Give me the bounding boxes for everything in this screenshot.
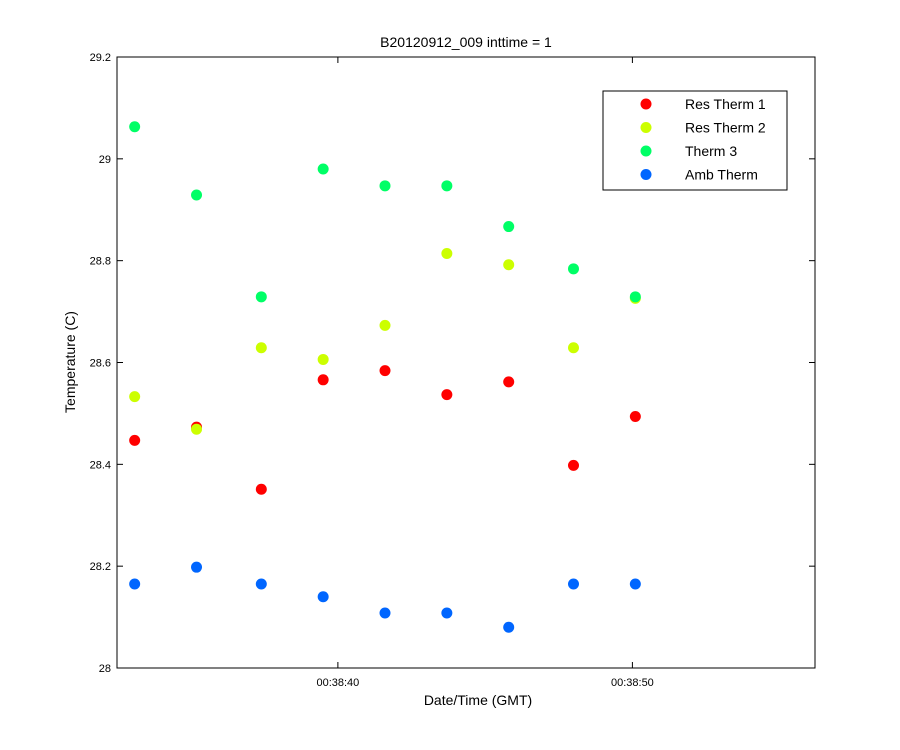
point-res-therm-1 <box>317 374 329 386</box>
chart-title: B20120912_009 inttime = 1 <box>380 34 552 50</box>
point-res-therm-2 <box>503 259 515 271</box>
y-axis-label: Temperature (C) <box>62 311 78 413</box>
point-therm-3 <box>629 291 641 303</box>
legend-marker-therm-3 <box>640 145 652 157</box>
point-therm-3 <box>317 163 329 175</box>
point-res-therm-2 <box>379 319 391 331</box>
point-res-therm-2 <box>191 423 203 435</box>
point-res-therm-2 <box>441 248 453 260</box>
legend-marker-res-therm-2 <box>640 122 652 133</box>
y-tick-label: 28.6 <box>90 358 111 370</box>
point-therm-3 <box>441 180 453 192</box>
point-therm-3 <box>129 121 141 133</box>
x-tick-label: 00:38:50 <box>611 677 654 689</box>
axis-ticks: 28 28.2 28.4 28.6 28.8 29 29.2 00:38:40 00:38:50 <box>90 52 815 689</box>
point-therm-3 <box>255 291 267 303</box>
point-amb-therm <box>503 621 515 633</box>
point-amb-therm <box>317 591 329 603</box>
point-amb-therm <box>629 578 641 590</box>
y-tick-label: 28.4 <box>90 459 111 471</box>
point-res-therm-2 <box>317 353 329 365</box>
point-amb-therm <box>129 578 141 590</box>
y-tick-label: 29.2 <box>90 52 111 64</box>
point-res-therm-2 <box>255 342 267 354</box>
point-amb-therm <box>191 561 203 573</box>
y-tick-label: 28.2 <box>90 561 111 573</box>
point-amb-therm <box>567 578 579 590</box>
x-tick-label: 00:38:40 <box>316 677 359 689</box>
legend-label-amb-therm: Amb Therm <box>685 167 758 183</box>
point-therm-3 <box>191 189 203 201</box>
point-therm-3 <box>567 263 579 275</box>
point-res-therm-1 <box>503 376 515 388</box>
legend-label-res-therm-2: Res Therm 2 <box>685 120 766 136</box>
point-res-therm-1 <box>629 410 641 422</box>
legend-label-res-therm-1: Res Therm 1 <box>685 96 766 112</box>
point-amb-therm <box>255 578 267 590</box>
legend-box <box>602 90 788 191</box>
x-axis-label: Date/Time (GMT) <box>424 692 532 708</box>
y-tick-label: 29 <box>99 154 111 166</box>
legend-label-therm-3: Therm 3 <box>685 143 737 159</box>
y-tick-label: 28 <box>99 663 111 675</box>
legend-marker-amb-therm <box>640 169 652 180</box>
point-therm-3 <box>503 221 515 233</box>
point-amb-therm <box>379 607 391 619</box>
point-res-therm-1 <box>379 365 391 377</box>
point-res-therm-1 <box>441 389 453 401</box>
data-points <box>129 121 641 633</box>
legend-marker-res-therm-1 <box>640 98 652 110</box>
point-res-therm-1 <box>567 459 579 471</box>
point-res-therm-2 <box>567 342 579 354</box>
point-res-therm-1 <box>129 434 141 446</box>
y-tick-label: 28.8 <box>90 256 111 268</box>
point-res-therm-1 <box>255 483 267 495</box>
legend: Res Therm 1 Res Therm 2 Therm 3 Amb Therm <box>602 90 788 191</box>
point-res-therm-2 <box>129 391 141 403</box>
point-therm-3 <box>379 180 391 192</box>
point-amb-therm <box>441 607 453 619</box>
